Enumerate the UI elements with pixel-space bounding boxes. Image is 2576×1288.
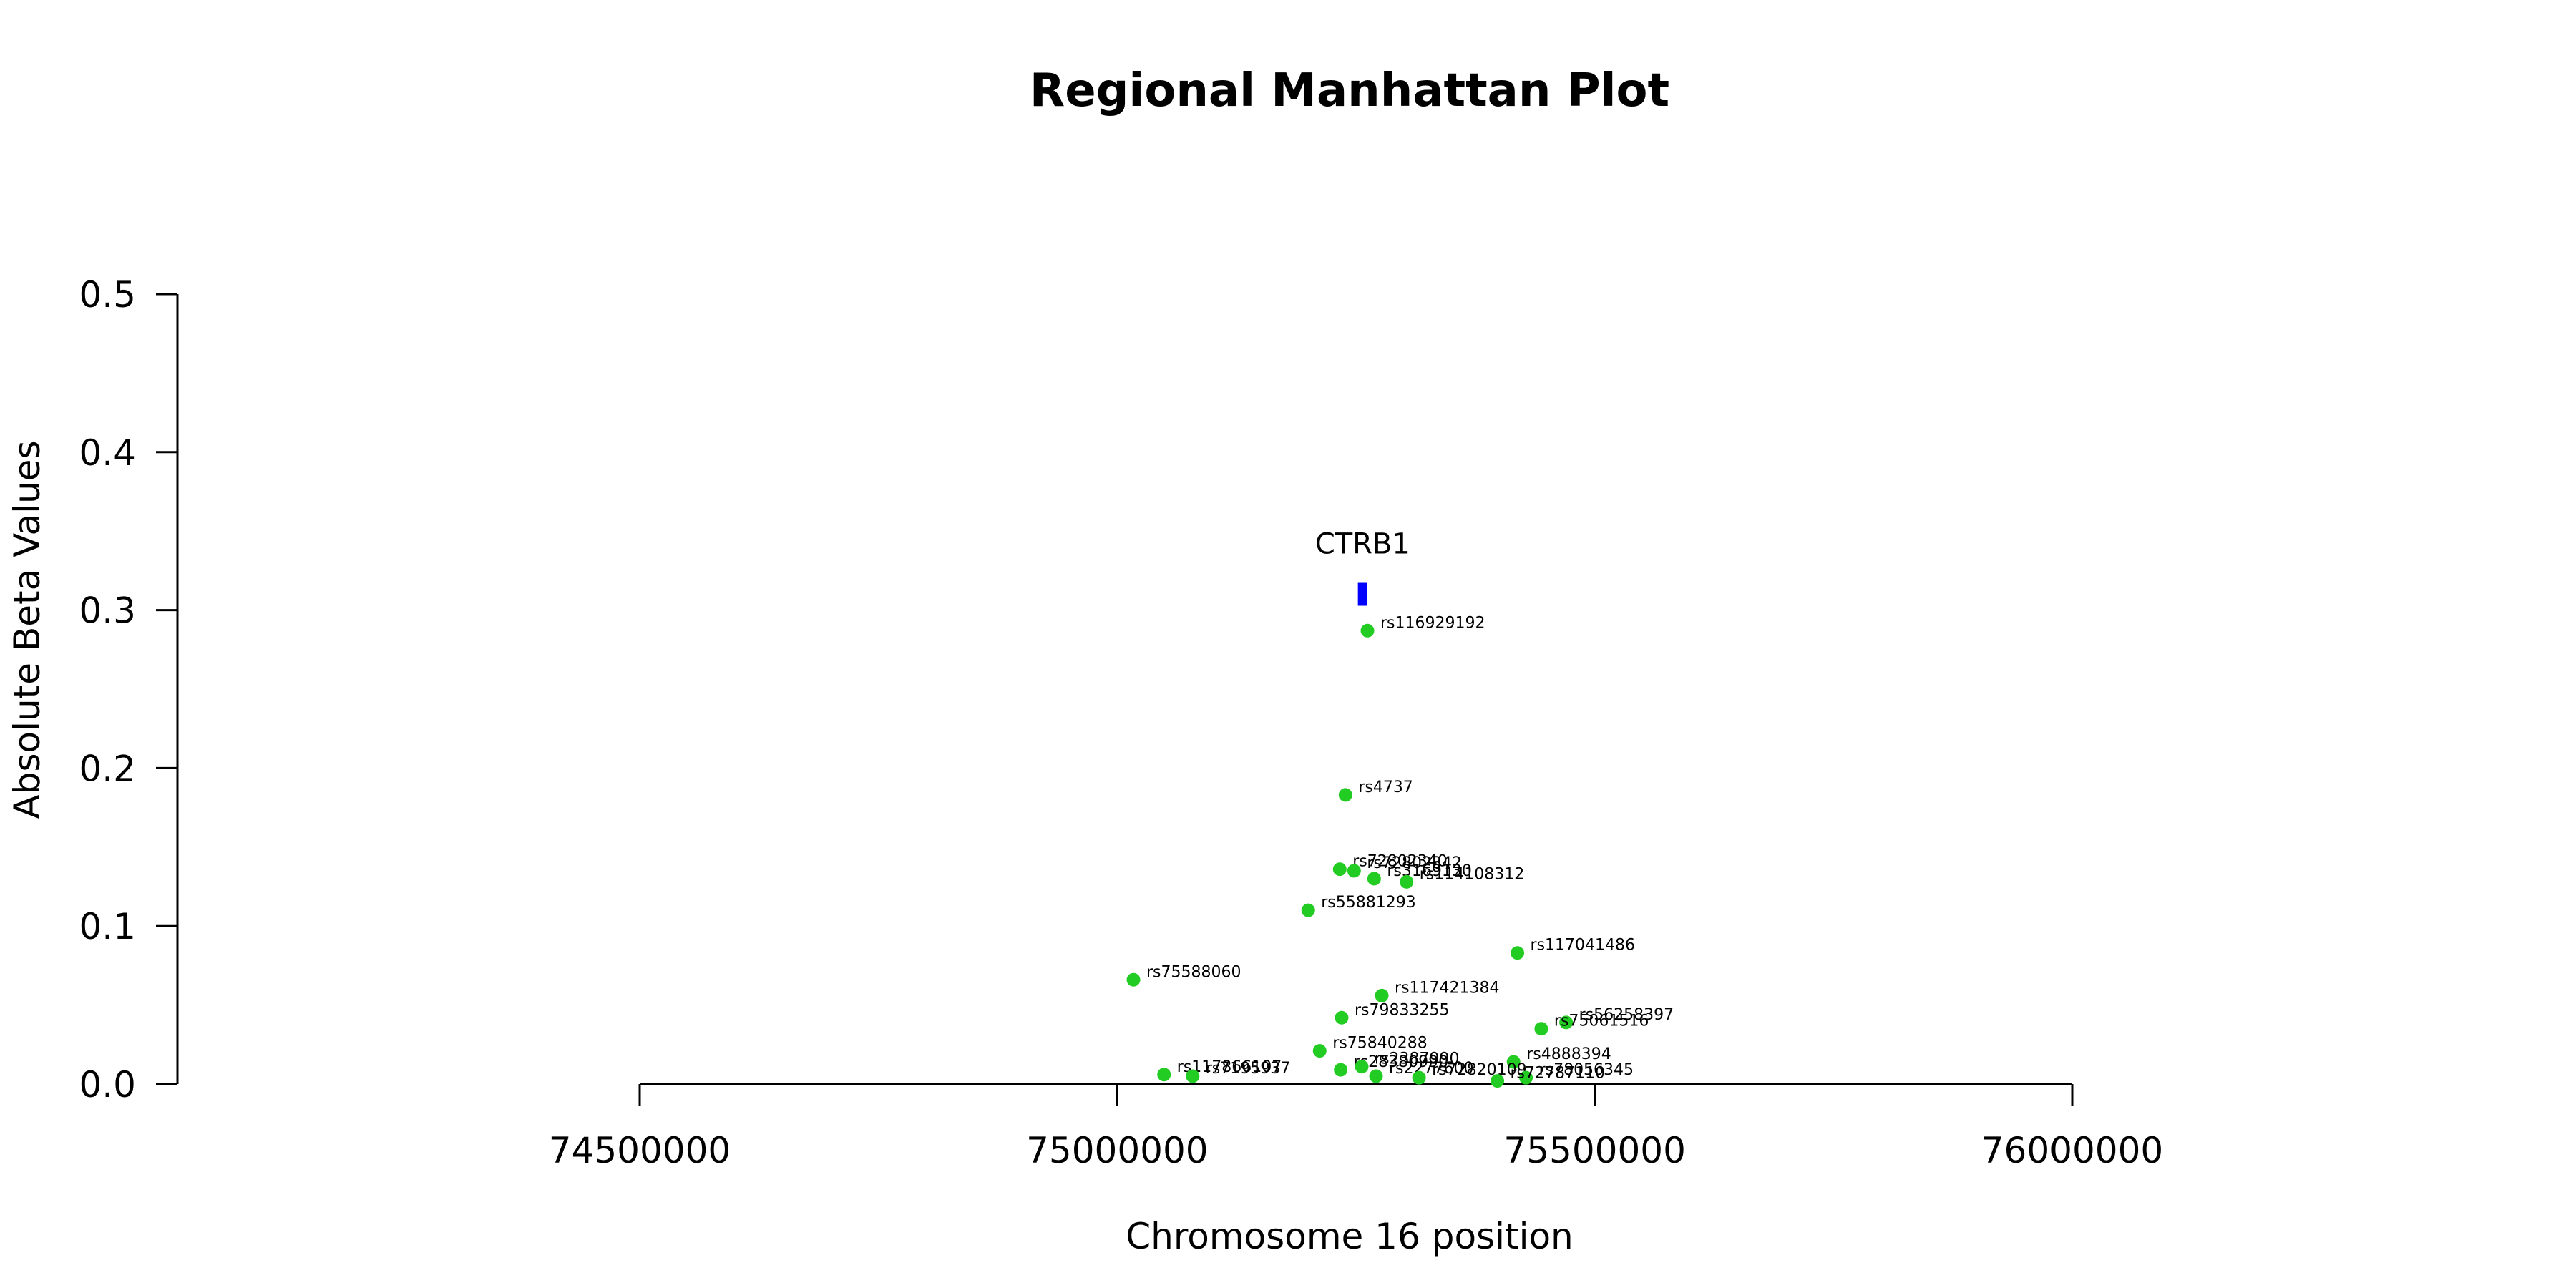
snp-point [1312, 1044, 1327, 1058]
x-axis-label: Chromosome 16 position [1126, 1216, 1574, 1257]
gene-bar [1357, 582, 1368, 606]
snp-point [1367, 872, 1381, 886]
y-tick-label: 0.2 [79, 748, 136, 789]
y-tick-label: 0.0 [79, 1064, 136, 1106]
snp-label: rs72820109 [1432, 1061, 1526, 1079]
snp-point [1332, 862, 1347, 877]
y-ticks: 0.0 0.1 0.2 0.3 0.4 0.5 [79, 274, 177, 1106]
snp-label: rs2387990 [1375, 1050, 1460, 1068]
snp-point [1126, 972, 1141, 987]
y-tick-label: 0.5 [79, 274, 136, 316]
snp-point [1506, 1055, 1521, 1069]
snp-label: rs117041486 [1531, 937, 1635, 955]
x-ticks: 74500000 75000000 75500000 76000000 [549, 1084, 2164, 1171]
snp-label: rs75588060 [1146, 963, 1241, 981]
snp-point [1186, 1069, 1200, 1083]
snp-label: rs72802340 [1352, 853, 1447, 871]
snp-point [1355, 1060, 1369, 1074]
snp-label: rs55881293 [1321, 894, 1415, 912]
x-axis: 74500000 75000000 75500000 76000000 [549, 1083, 2164, 1171]
snp-label: rs28380990 [1354, 1053, 1448, 1071]
snp-label: rs4737 [1358, 779, 1413, 796]
snp-point [1369, 1069, 1383, 1083]
snp-point [1157, 1068, 1171, 1082]
snp-point [1347, 864, 1361, 878]
y-tick-label: 0.4 [79, 432, 136, 474]
y-tick-label: 0.3 [79, 590, 136, 632]
snp-point [1519, 1070, 1533, 1085]
snp-label: rs116929192 [1380, 614, 1485, 632]
gene-track: CTRB1 [1315, 528, 1410, 606]
x-tick-label: 75000000 [1026, 1130, 1209, 1171]
snp-label: rs3169130 [1387, 862, 1472, 880]
x-tick-label: 74500000 [549, 1130, 731, 1171]
snp-point [1335, 1010, 1349, 1025]
snp-point [1534, 1022, 1548, 1036]
snp-point [1511, 946, 1525, 960]
snp-label: rs72802342 [1367, 854, 1461, 872]
y-axis: 0.0 0.1 0.2 0.3 0.4 0.5 [79, 274, 179, 1106]
snp-label: rs78056345 [1539, 1061, 1634, 1079]
y-tick-label: 0.1 [79, 906, 136, 947]
snp-label: rs4888394 [1526, 1045, 1611, 1063]
x-tick-label: 75500000 [1503, 1130, 1686, 1171]
snp-point [1334, 1063, 1348, 1077]
snp-point [1301, 903, 1315, 917]
x-tick-label: 76000000 [1981, 1130, 2164, 1171]
snp-point [1375, 988, 1389, 1002]
gene-label: CTRB1 [1315, 528, 1410, 561]
snp-point [1491, 1074, 1505, 1088]
snp-points: rs116929192 rs4737 rs72802340rs72802342rs3… [1126, 614, 1674, 1088]
snp-label: rs72787110 [1511, 1065, 1605, 1083]
snp-label: rs75061516 [1554, 1013, 1649, 1030]
snp-label: rs2277600 [1389, 1060, 1473, 1078]
snp-label: rs7195937 [1206, 1060, 1291, 1078]
snp-point [1338, 788, 1352, 802]
snp-point [1412, 1070, 1426, 1085]
snp-point [1400, 874, 1414, 889]
snp-label: rs117421384 [1395, 979, 1499, 997]
chart-title: Regional Manhattan Plot [1030, 64, 1669, 117]
snp-label: rs56258397 [1579, 1006, 1674, 1024]
snp-label: rs75840288 [1332, 1035, 1427, 1053]
y-axis-label: Absolute Beta Values [6, 441, 48, 819]
snp-label: rs79833255 [1355, 1001, 1449, 1019]
snp-point [1559, 1015, 1574, 1030]
snp-point [1360, 623, 1375, 638]
snp-label: rs114108312 [1420, 865, 1524, 883]
